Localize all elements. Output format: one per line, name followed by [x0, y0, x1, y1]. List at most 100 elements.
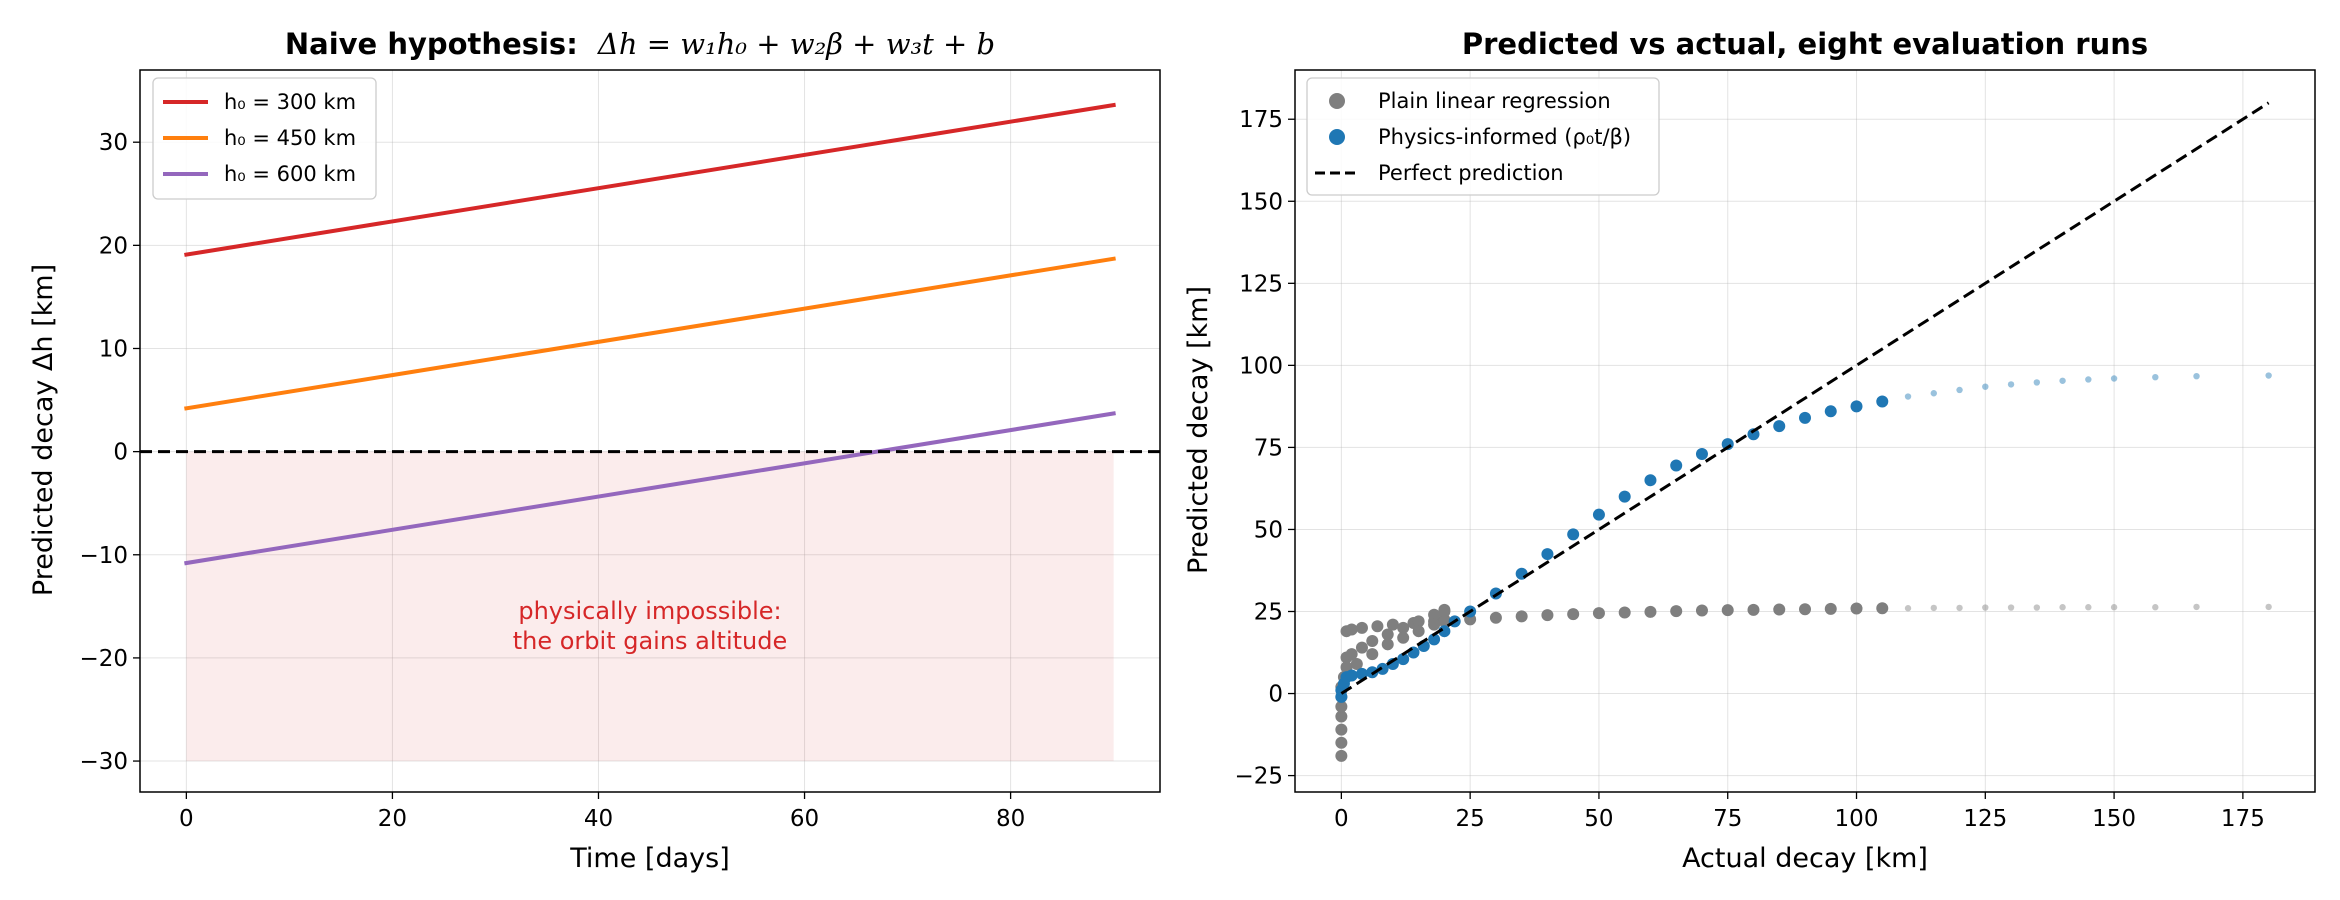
scatter-point: [1355, 621, 1368, 634]
scatter-point: [2007, 381, 2015, 388]
scatter-point: [1799, 411, 1811, 424]
scatter-point: [1876, 602, 1889, 615]
x-tick-label: 20: [378, 806, 407, 832]
scatter-point: [1541, 609, 1554, 622]
legend-label-2: Perfect prediction: [1378, 161, 1564, 185]
x-tick-label: 125: [1963, 806, 2007, 832]
x-tick-label: 75: [1713, 806, 1742, 832]
y-tick-label: 10: [99, 336, 128, 362]
left-annotation-line-2: the orbit gains altitude: [513, 627, 788, 655]
x-tick-label: 0: [179, 806, 194, 832]
legend-label-0: Plain linear regression: [1378, 89, 1611, 113]
scatter-point: [1515, 610, 1528, 623]
scatter-point: [2265, 603, 2272, 611]
scatter-point: [1371, 620, 1384, 633]
x-tick-label: 40: [584, 806, 613, 832]
y-tick-label: 125: [1239, 271, 1283, 297]
scatter-point: [1345, 669, 1358, 682]
legend-marker-1: [1329, 129, 1345, 145]
scatter-point: [2085, 604, 2092, 611]
y-tick-label: 20: [99, 233, 128, 259]
scatter-point: [2033, 379, 2041, 386]
scatter-point: [1355, 641, 1368, 654]
scatter-point: [1412, 625, 1425, 638]
legend-label-1: h₀ = 450 km: [224, 126, 356, 150]
scatter-point: [2193, 603, 2200, 611]
scatter-point: [1721, 604, 1734, 617]
scatter-point: [1366, 648, 1379, 661]
x-tick-label: 175: [2221, 806, 2265, 832]
legend-label-2: h₀ = 600 km: [224, 162, 356, 186]
y-tick-label: 50: [1254, 517, 1283, 543]
scatter-point: [1386, 618, 1399, 631]
left-y-axis-label: Predicted decay Δh [km]: [28, 264, 59, 596]
scatter-point: [1335, 700, 1348, 713]
legend-box: [1306, 77, 1660, 196]
scatter-point: [1335, 723, 1348, 736]
y-tick-label: 75: [1254, 435, 1283, 461]
y-tick-label: −25: [1234, 764, 1283, 790]
scatter-point: [1567, 528, 1580, 541]
left-series-lines: [184, 102, 1116, 566]
left-shaded-region: [186, 451, 1114, 762]
x-tick-label: 0: [1334, 806, 1349, 832]
series-line-1: [184, 256, 1116, 411]
scatter-point: [1876, 395, 1889, 408]
scatter-point: [1618, 490, 1631, 503]
scatter-point: [1773, 420, 1786, 433]
series-line-0: [184, 102, 1116, 257]
right-legend: Plain linear regression Physics-informed …: [1306, 77, 1660, 196]
scatter-point: [1773, 603, 1786, 616]
right-chart-title: Predicted vs actual, eight evaluation ru…: [1462, 27, 2148, 61]
right-axes: 0 25 50 75 100 125 150 175 −25 0 25 50 75 100 125 150 17…: [1234, 69, 2316, 832]
scatter-point: [1335, 749, 1348, 762]
scatter-point: [1695, 447, 1708, 460]
legend-label-1: Physics-informed (ρ₀t/β): [1378, 125, 1631, 149]
scatter-point: [1366, 635, 1379, 648]
scatter-point: [1412, 615, 1425, 628]
y-tick-label: 150: [1239, 189, 1283, 215]
scatter-point: [1592, 607, 1605, 620]
axes-frame: [139, 69, 1161, 793]
scatter-point: [2193, 372, 2200, 380]
scatter-point: [1695, 604, 1708, 617]
legend-box: [152, 77, 377, 200]
scatter-point: [2059, 604, 2066, 611]
left-chart-title-prefix: Naive hypothesis:: [285, 27, 578, 61]
axes-frame: [1294, 69, 2316, 793]
y-tick-label: −10: [79, 543, 128, 569]
y-tick-label: 100: [1239, 353, 1283, 379]
scatter-point: [1956, 604, 1963, 612]
legend-label-0: h₀ = 300 km: [224, 90, 356, 114]
x-tick-label: 50: [1584, 806, 1613, 832]
right-perfect-prediction-line: [1340, 101, 2270, 695]
scatter-point: [1489, 611, 1502, 624]
scatter-point: [1644, 474, 1657, 487]
y-tick-label: 0: [1268, 682, 1283, 708]
scatter-point: [1397, 653, 1410, 666]
x-tick-label: 150: [2092, 806, 2136, 832]
y-tick-label: −20: [79, 646, 128, 672]
scatter-point: [1541, 548, 1554, 561]
left-x-axis-label: Time [days]: [569, 843, 729, 874]
scatter-point: [1850, 602, 1863, 615]
left-legend: h₀ = 300 km h₀ = 450 km h₀ = 600 km: [152, 77, 377, 200]
scatter-point: [1956, 386, 1963, 394]
left-chart: physically impossible: the orbit gains a…: [28, 27, 1161, 874]
right-y-axis-label: Predicted decay [km]: [1183, 286, 1214, 574]
scatter-point: [1930, 390, 1937, 397]
scatter-point: [1670, 459, 1683, 472]
scatter-point: [2265, 372, 2272, 379]
scatter-point: [1592, 508, 1605, 521]
series-line-2: [184, 411, 1116, 566]
scatter-point: [1428, 608, 1441, 621]
scatter-point: [1381, 638, 1394, 651]
y-tick-label: 25: [1254, 600, 1283, 626]
scatter-point: [2152, 604, 2159, 611]
scatter-point: [2059, 377, 2066, 384]
left-axes: 0 20 40 60 80 −30 −20 −10 0 10 20 30: [79, 69, 1161, 832]
right-scatter-points: [1335, 372, 2272, 762]
scatter-point: [1982, 604, 1989, 611]
left-annotation-line-1: physically impossible:: [518, 597, 781, 625]
